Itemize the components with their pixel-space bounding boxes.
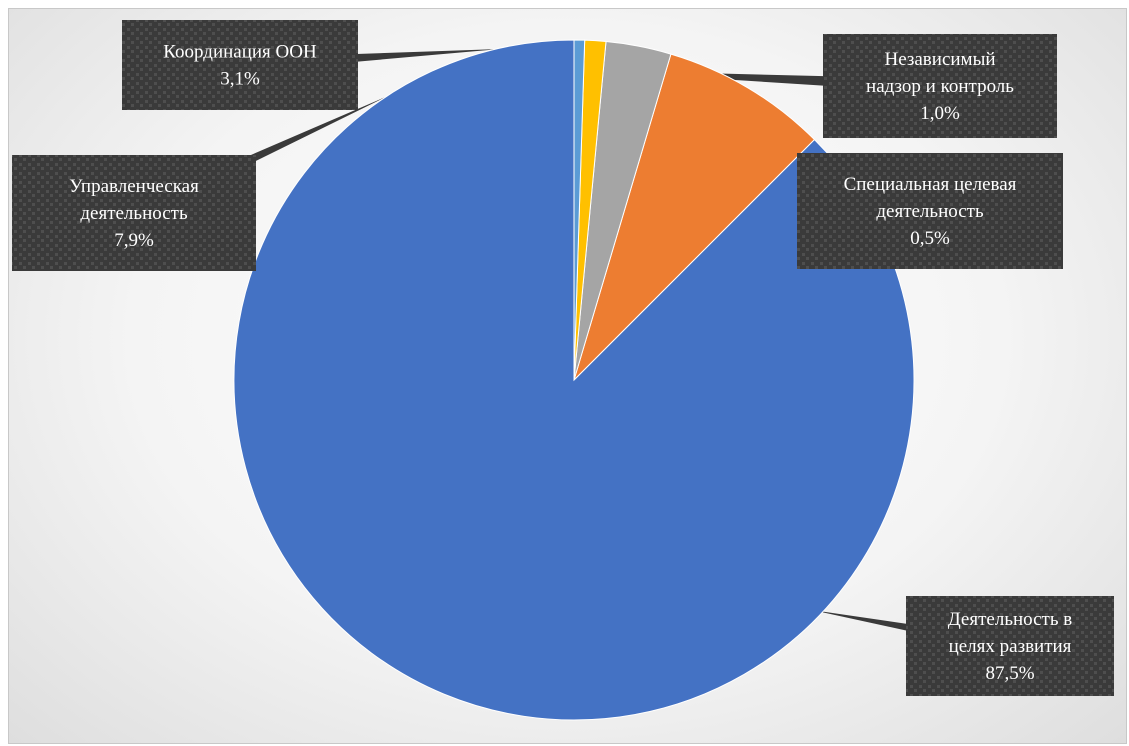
data-label-special-purpose: Специальная целевая деятельность 0,5% bbox=[844, 174, 1017, 249]
callout-box-special-purpose bbox=[797, 153, 1063, 269]
data-label-line: Специальная целевая bbox=[844, 174, 1017, 195]
data-label-line: 1,0% bbox=[920, 103, 960, 124]
callout-box-management bbox=[12, 155, 256, 271]
data-label-line: Управленческая bbox=[69, 176, 199, 197]
data-label-line: 3,1% bbox=[220, 69, 260, 90]
data-label-management: Управленческая деятельность 7,9% bbox=[69, 176, 199, 251]
pie-slice-management bbox=[573, 53, 816, 381]
data-label-line: целях развития bbox=[949, 636, 1072, 657]
data-label-line: Координация ООН bbox=[163, 42, 317, 63]
pie-slices bbox=[233, 39, 915, 721]
data-label-development: Деятельность в целях развития 87,5% bbox=[948, 609, 1073, 684]
data-label-line: деятельность bbox=[876, 201, 984, 222]
data-label-line: Деятельность в bbox=[948, 609, 1073, 630]
data-label-line: 87,5% bbox=[985, 663, 1034, 684]
data-label-line: 7,9% bbox=[114, 230, 154, 251]
callout-box-oversight bbox=[823, 34, 1057, 138]
data-label-line: надзор и контроль bbox=[866, 76, 1014, 97]
data-label-oversight: Независимый надзор и контроль 1,0% bbox=[866, 49, 1014, 124]
data-label-line: 0,5% bbox=[910, 228, 950, 249]
pie-slice-special-purpose bbox=[573, 39, 586, 381]
data-label-line: деятельность bbox=[80, 203, 188, 224]
data-label-line: Независимый bbox=[884, 49, 995, 70]
callout-box-un-coordination bbox=[122, 20, 358, 110]
data-label-un-coordination: Координация ООН 3,1% bbox=[163, 42, 317, 90]
data-labels: Деятельность в целях развития 87,5% Управле… bbox=[12, 20, 1114, 696]
callout-box-development bbox=[906, 596, 1114, 696]
